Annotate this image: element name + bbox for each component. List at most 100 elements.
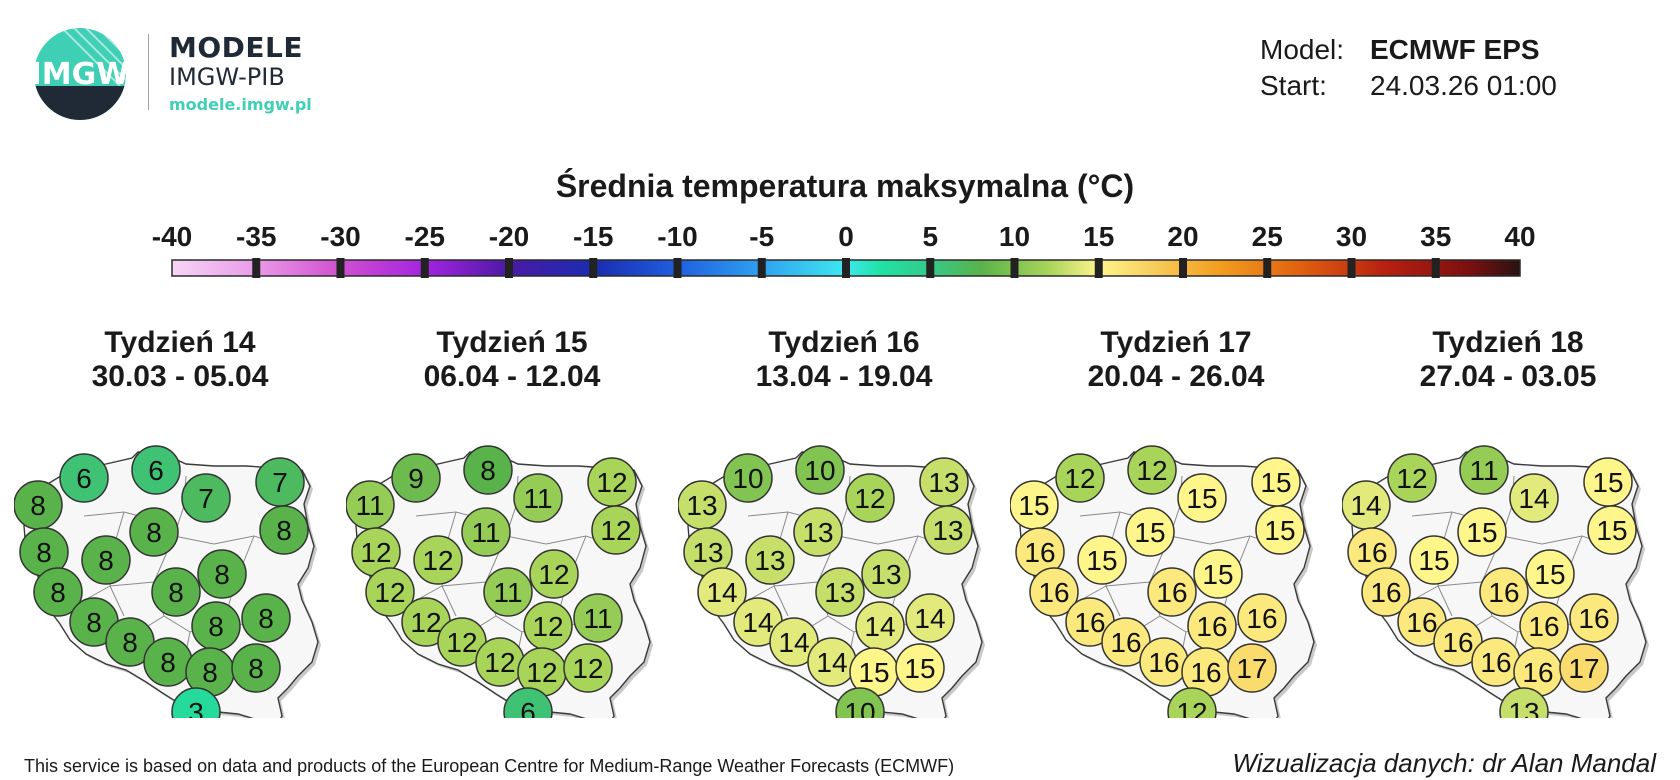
station-marker bbox=[1387, 453, 1437, 503]
station-value: 8 bbox=[98, 545, 114, 576]
station-marker bbox=[463, 445, 513, 495]
station-value: 15 bbox=[1202, 559, 1233, 590]
station-value: 14 bbox=[1350, 490, 1381, 521]
station-value: 15 bbox=[1086, 545, 1117, 576]
station-marker bbox=[129, 507, 179, 557]
station-value: 8 bbox=[36, 537, 52, 568]
station-value: 12 bbox=[446, 627, 477, 658]
station-value: 8 bbox=[202, 657, 218, 688]
week-dates: 13.04 - 19.04 bbox=[755, 360, 933, 393]
scale-tick-mark bbox=[505, 258, 513, 278]
station-value: 15 bbox=[1596, 515, 1627, 546]
scale-tick-label: 35 bbox=[1420, 221, 1451, 252]
station-marker bbox=[1029, 567, 1079, 617]
station-value: 15 bbox=[1592, 467, 1623, 498]
station-value: 12 bbox=[572, 653, 603, 684]
brand-title: MODELE bbox=[169, 31, 304, 64]
station-marker bbox=[1167, 687, 1217, 718]
scale-tick-mark bbox=[336, 258, 345, 278]
station-marker bbox=[1459, 445, 1509, 495]
station-marker bbox=[793, 507, 843, 557]
week-dates: 27.04 - 03.05 bbox=[1419, 360, 1597, 393]
week-title: Tydzień 15 bbox=[436, 326, 588, 359]
station-value: 14 bbox=[742, 607, 773, 638]
scale-tick-label: -35 bbox=[236, 221, 276, 252]
station-value: 8 bbox=[258, 603, 274, 634]
station-marker bbox=[573, 593, 623, 643]
station-marker bbox=[905, 593, 955, 643]
scale-tick-mark bbox=[1431, 258, 1440, 278]
station-value: 12 bbox=[596, 467, 627, 498]
station-marker bbox=[33, 567, 83, 617]
station-marker bbox=[1569, 593, 1619, 643]
model-label: Model: bbox=[1260, 34, 1345, 65]
station-marker bbox=[1055, 453, 1105, 503]
station-value: 16 bbox=[1196, 611, 1227, 642]
station-value: 13 bbox=[928, 467, 959, 498]
station-value: 11 bbox=[355, 490, 384, 521]
station-value: 6 bbox=[520, 697, 536, 718]
temperature-colorbar: -40 -35 -30 -25 -20 -15 -10 -5 0 5 10 15 20 25 30 35 40 bbox=[152, 221, 1536, 278]
station-marker bbox=[529, 549, 579, 599]
station-marker bbox=[413, 535, 463, 585]
station-marker bbox=[1479, 567, 1529, 617]
week-panel-16: 10 10 12 13 13 13 13 13 13 14 13 13 14 14 14 14 14 15 15 10… bbox=[678, 326, 1010, 718]
station-value: 15 bbox=[1264, 515, 1295, 546]
station-value: 15 bbox=[904, 653, 935, 684]
station-marker bbox=[895, 643, 945, 693]
visualization-credit: Wizualizacja danych: dr Alan Mandal bbox=[1232, 748, 1656, 778]
station-value: 13 bbox=[824, 577, 855, 608]
station-value: 16 bbox=[1528, 611, 1559, 642]
station-marker bbox=[1587, 505, 1637, 555]
station-marker bbox=[1177, 473, 1227, 523]
scale-tick-label: -40 bbox=[152, 221, 192, 252]
station-value: 13 bbox=[686, 490, 717, 521]
model-value: ECMWF EPS bbox=[1370, 34, 1540, 65]
station-marker bbox=[1409, 535, 1459, 585]
station-value: 14 bbox=[706, 577, 737, 608]
scale-tick-label: 30 bbox=[1336, 221, 1367, 252]
station-marker bbox=[1227, 643, 1277, 693]
station-value: 14 bbox=[778, 627, 809, 658]
week-panel-15: 9 8 11 11 12 12 12 12 11 12 12 11 11 12 12 12 12 12 12 6 Ty… bbox=[346, 326, 678, 718]
station-marker bbox=[835, 687, 885, 718]
station-value: 8 bbox=[168, 577, 184, 608]
station-marker bbox=[923, 505, 973, 555]
station-marker bbox=[81, 535, 131, 585]
station-value: 12 bbox=[538, 559, 569, 590]
station-value: 6 bbox=[76, 463, 92, 494]
ecmwf-attribution: This service is based on data and produc… bbox=[24, 756, 955, 776]
station-marker bbox=[1499, 687, 1549, 718]
station-value: 7 bbox=[198, 483, 214, 514]
scale-tick-mark bbox=[757, 258, 766, 278]
station-value: 16 bbox=[1442, 627, 1473, 658]
scale-tick-label: 15 bbox=[1083, 221, 1114, 252]
scale-tick-label: 20 bbox=[1167, 221, 1198, 252]
station-value: 15 bbox=[858, 657, 889, 688]
scale-tick-mark bbox=[673, 258, 682, 278]
station-value: 13 bbox=[802, 517, 833, 548]
station-value: 16 bbox=[1110, 627, 1141, 658]
station-value: 13 bbox=[754, 545, 785, 576]
scale-tick-label: 25 bbox=[1252, 221, 1283, 252]
station-marker bbox=[845, 473, 895, 523]
station-value: 12 bbox=[374, 577, 405, 608]
brand-url-link[interactable]: modele.imgw.pl bbox=[169, 95, 312, 114]
station-marker bbox=[461, 507, 511, 557]
scale-tick-label: -5 bbox=[749, 221, 774, 252]
station-value: 16 bbox=[1038, 577, 1069, 608]
station-marker bbox=[697, 567, 747, 617]
station-marker bbox=[1193, 549, 1243, 599]
brand-subtitle: IMGW-PIB bbox=[169, 63, 285, 91]
station-value: 8 bbox=[146, 517, 162, 548]
station-marker bbox=[1147, 567, 1197, 617]
station-marker bbox=[723, 453, 773, 503]
station-marker bbox=[1255, 505, 1305, 555]
start-value: 24.03.26 01:00 bbox=[1370, 70, 1557, 101]
station-marker bbox=[231, 643, 281, 693]
scale-tick-mark bbox=[1010, 258, 1019, 278]
